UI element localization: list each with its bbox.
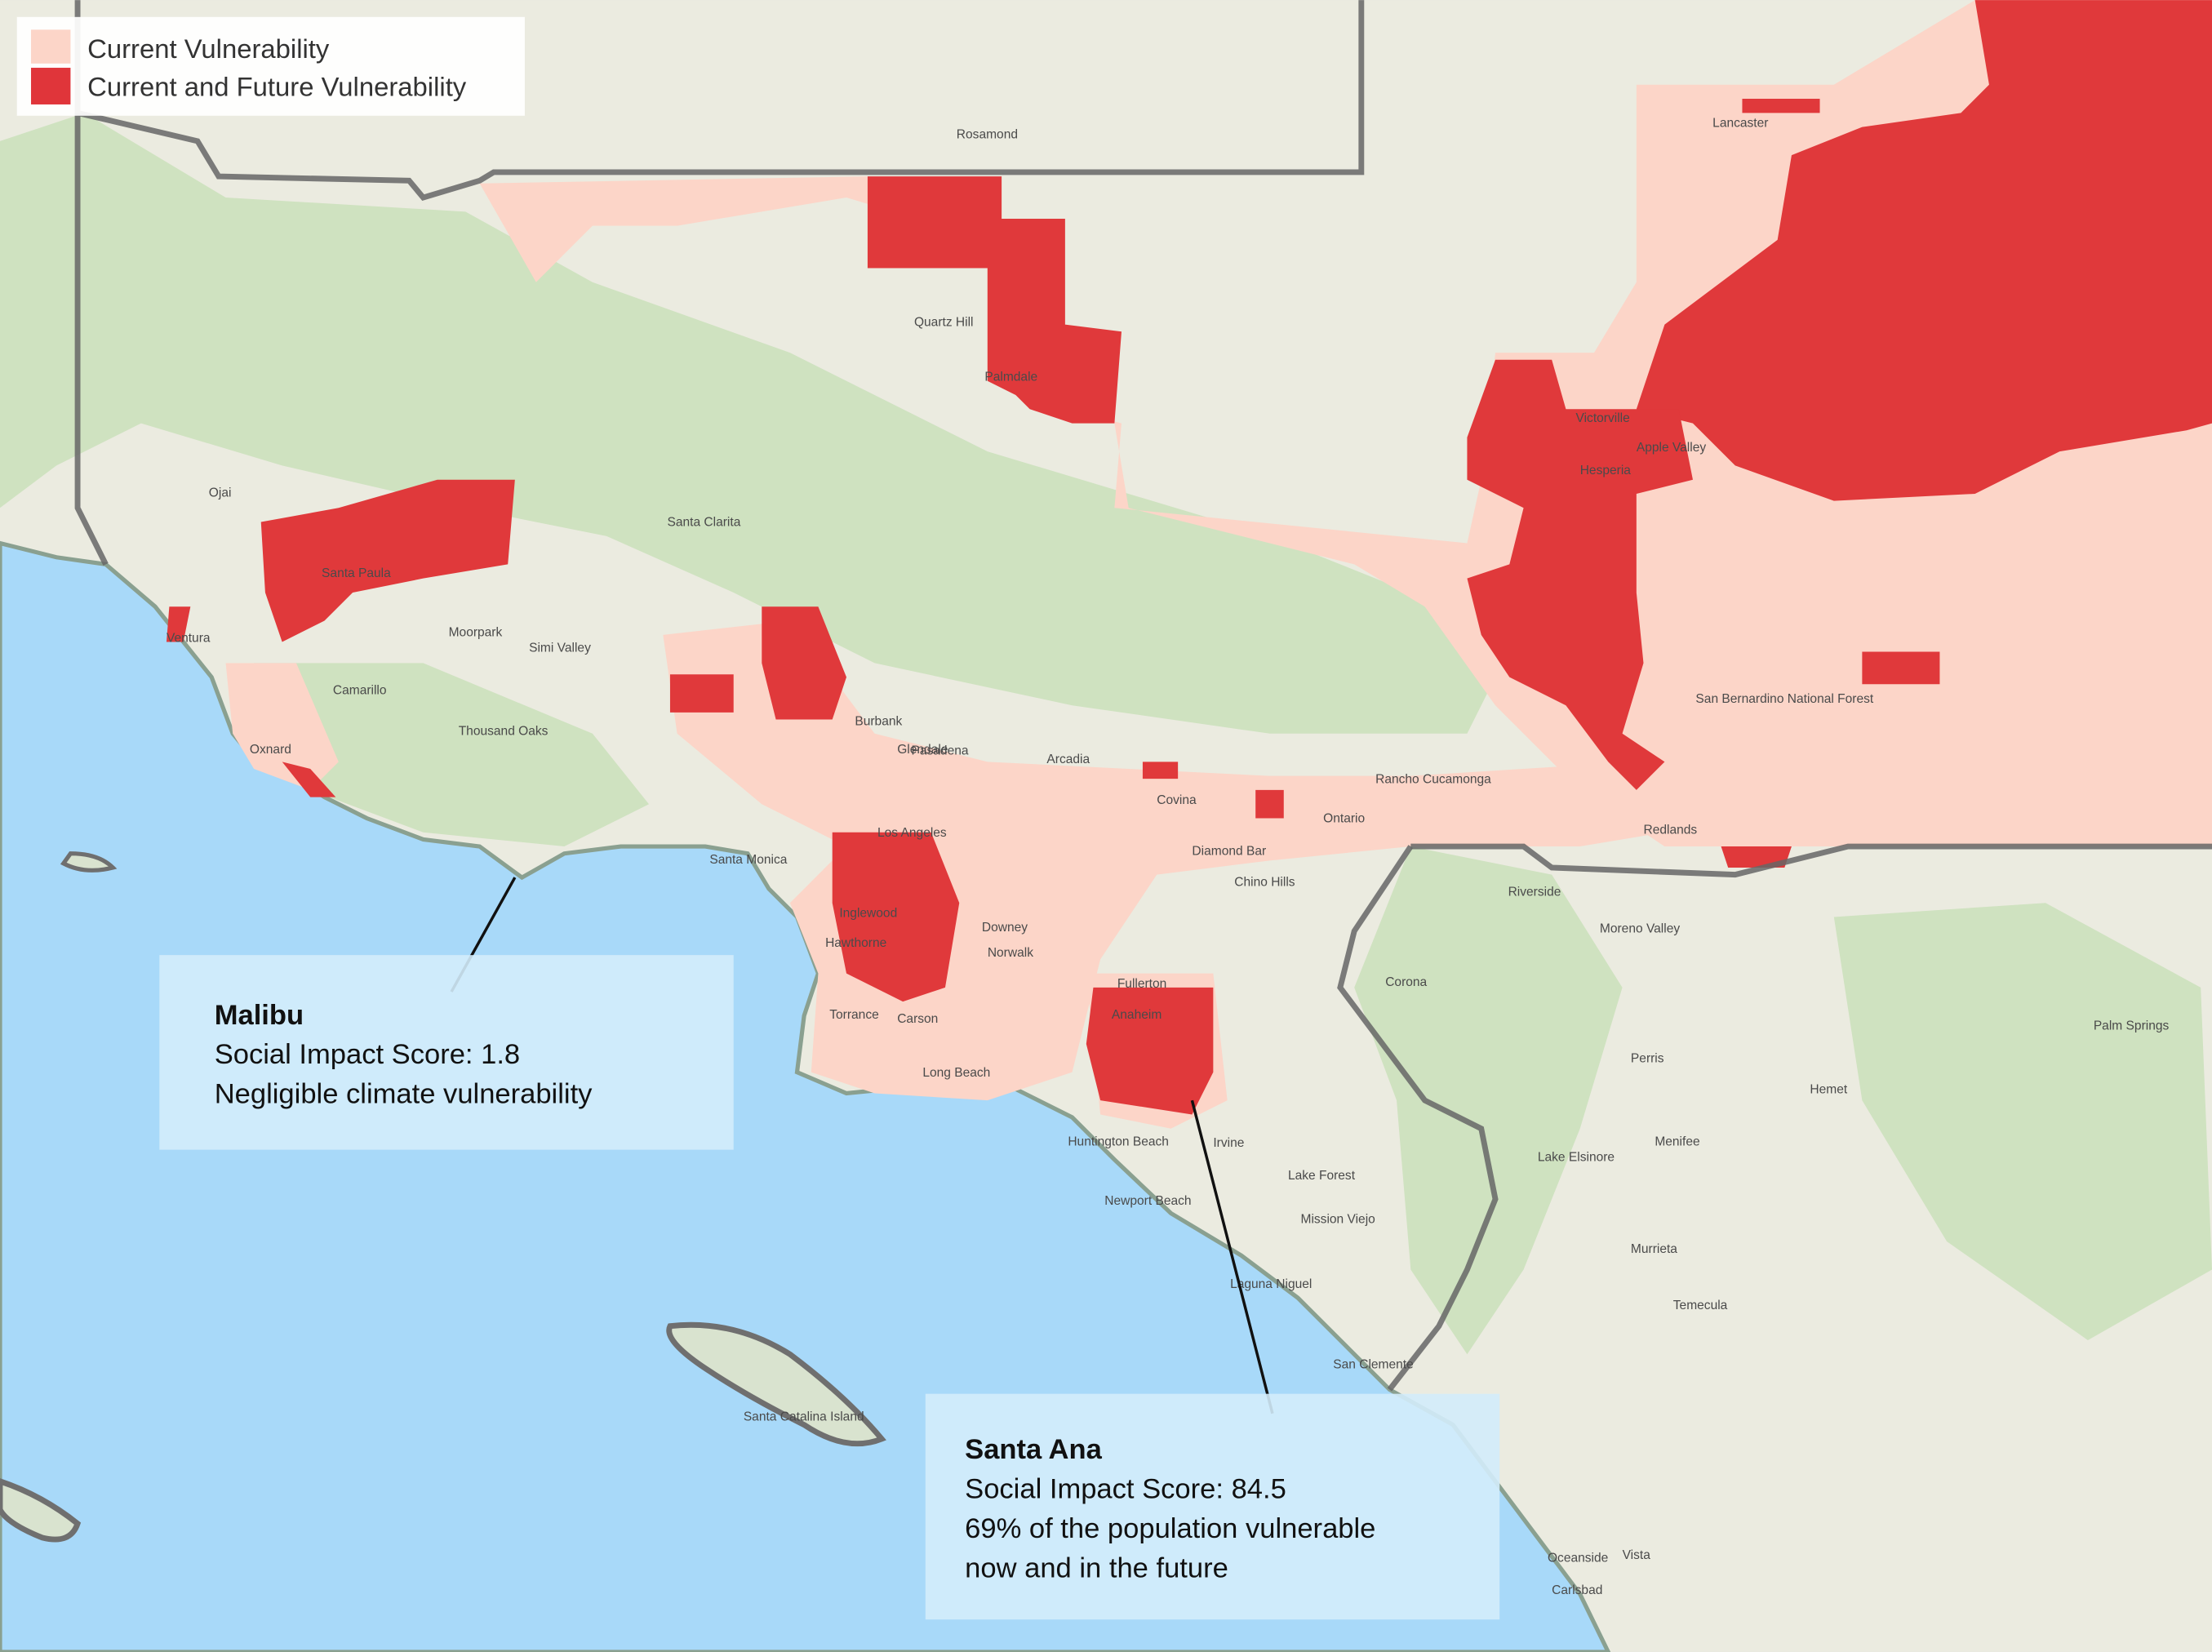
callout-box [159,955,734,1150]
place-label: Ontario [1323,812,1365,826]
place-label: Lake Elsinore [1538,1150,1615,1164]
place-label: Santa Monica [709,853,787,867]
place-label: Camarillo [333,683,387,697]
place-label: Hawthorne [825,936,886,950]
place-label: Santa Catalina Island [744,1410,864,1423]
place-label: Carlsbad [1552,1583,1602,1597]
callout: Santa Ana Social Impact Score: 84.5 69% … [925,1099,1500,1620]
place-label: Hesperia [1580,464,1632,477]
place-label: Mission Viejo [1301,1213,1375,1227]
place-label: Rosamond [957,127,1018,141]
island [666,1321,886,1447]
callout-text: Social Impact Score: 1.8 [215,1039,520,1070]
place-label: Palmdale [984,371,1037,384]
place-label: Oxnard [250,743,291,757]
place-labels: Los Angeles Santa Clarita Santa Monica Pasa… [167,117,2170,1597]
place-label: Thousand Oaks [459,725,549,739]
legend-label: Current Vulnerability [87,33,330,64]
place-label: Simi Valley [529,642,591,655]
callout-title: Santa Ana [965,1434,1102,1465]
callout-box [925,1393,1500,1620]
place-label: Lake Forest [1288,1169,1356,1183]
callout-text: 69% of the population vulnerable [965,1513,1375,1544]
place-label: Rancho Cucamonga [1375,772,1491,786]
place-label: Apple Valley [1637,441,1706,455]
place-label: Anaheim [1112,1008,1162,1022]
place-label: Los Angeles [877,826,947,840]
county-border [74,0,2212,1392]
island [60,851,118,873]
place-label: Diamond Bar [1192,844,1266,858]
place-label: Ventura [167,631,211,645]
place-label: Vista [1623,1548,1651,1562]
place-label: Long Beach [922,1066,990,1080]
place-label: Burbank [855,714,902,728]
place-label: Torrance [829,1008,879,1022]
place-label: Newport Beach [1104,1194,1191,1208]
place-label: Quartz Hill [914,315,974,329]
place-label: Ojai [209,486,232,500]
place-label: Norwalk [988,946,1033,960]
place-label: Perris [1631,1051,1664,1065]
legend-swatch [31,68,71,104]
place-label: Corona [1385,975,1427,989]
place-label: Moorpark [449,626,503,640]
place-label: Santa Clarita [667,516,740,530]
place-label: Downey [982,921,1028,935]
callout-text: now and in the future [965,1552,1228,1583]
place-label: Temecula [1673,1299,1728,1312]
place-label: Menifee [1655,1135,1699,1148]
place-label: Moreno Valley [1600,921,1680,935]
place-label: Arcadia [1046,753,1090,766]
place-label: Riverside [1508,886,1561,899]
place-label: Victorville [1576,411,1630,425]
place-label: Laguna Niguel [1230,1277,1312,1291]
current-future-vulnerability-area [166,0,2212,1115]
place-label: Carson [897,1012,938,1026]
island [0,1478,82,1543]
place-label: Chino Hills [1234,875,1295,889]
place-label: Oceanside [1548,1551,1608,1565]
place-label: Santa Paula [322,566,391,580]
place-label: Fullerton [1117,977,1167,991]
place-label: Pasadena [911,744,968,758]
callout-text: Social Impact Score: 84.5 [965,1474,1286,1505]
place-label: San Clemente [1333,1358,1414,1372]
place-label: Inglewood [839,906,897,920]
place-label: Redlands [1643,824,1697,837]
legend-label: Current and Future Vulnerability [87,72,467,102]
legend-swatch [31,29,71,64]
place-label: Hemet [1810,1083,1847,1097]
callout-title: Malibu [215,1000,304,1031]
place-label: Murrieta [1631,1242,1677,1256]
callout: Malibu Social Impact Score: 1.8 Negligib… [159,877,734,1150]
callout-pointer [1190,1099,1274,1414]
place-label: Covina [1157,793,1197,807]
place-label: Huntington Beach [1068,1135,1169,1148]
callout-text: Negligible climate vulnerability [215,1079,593,1110]
place-label: Irvine [1213,1136,1244,1150]
legend: Current Vulnerability Current and Future… [16,16,525,116]
place-label: San Bernardino National Forest [1695,692,1873,706]
legend-box [16,16,525,116]
place-label: Lancaster [1712,117,1768,131]
place-label: Glendale [897,743,948,757]
place-label: Palm Springs [2094,1019,2170,1033]
